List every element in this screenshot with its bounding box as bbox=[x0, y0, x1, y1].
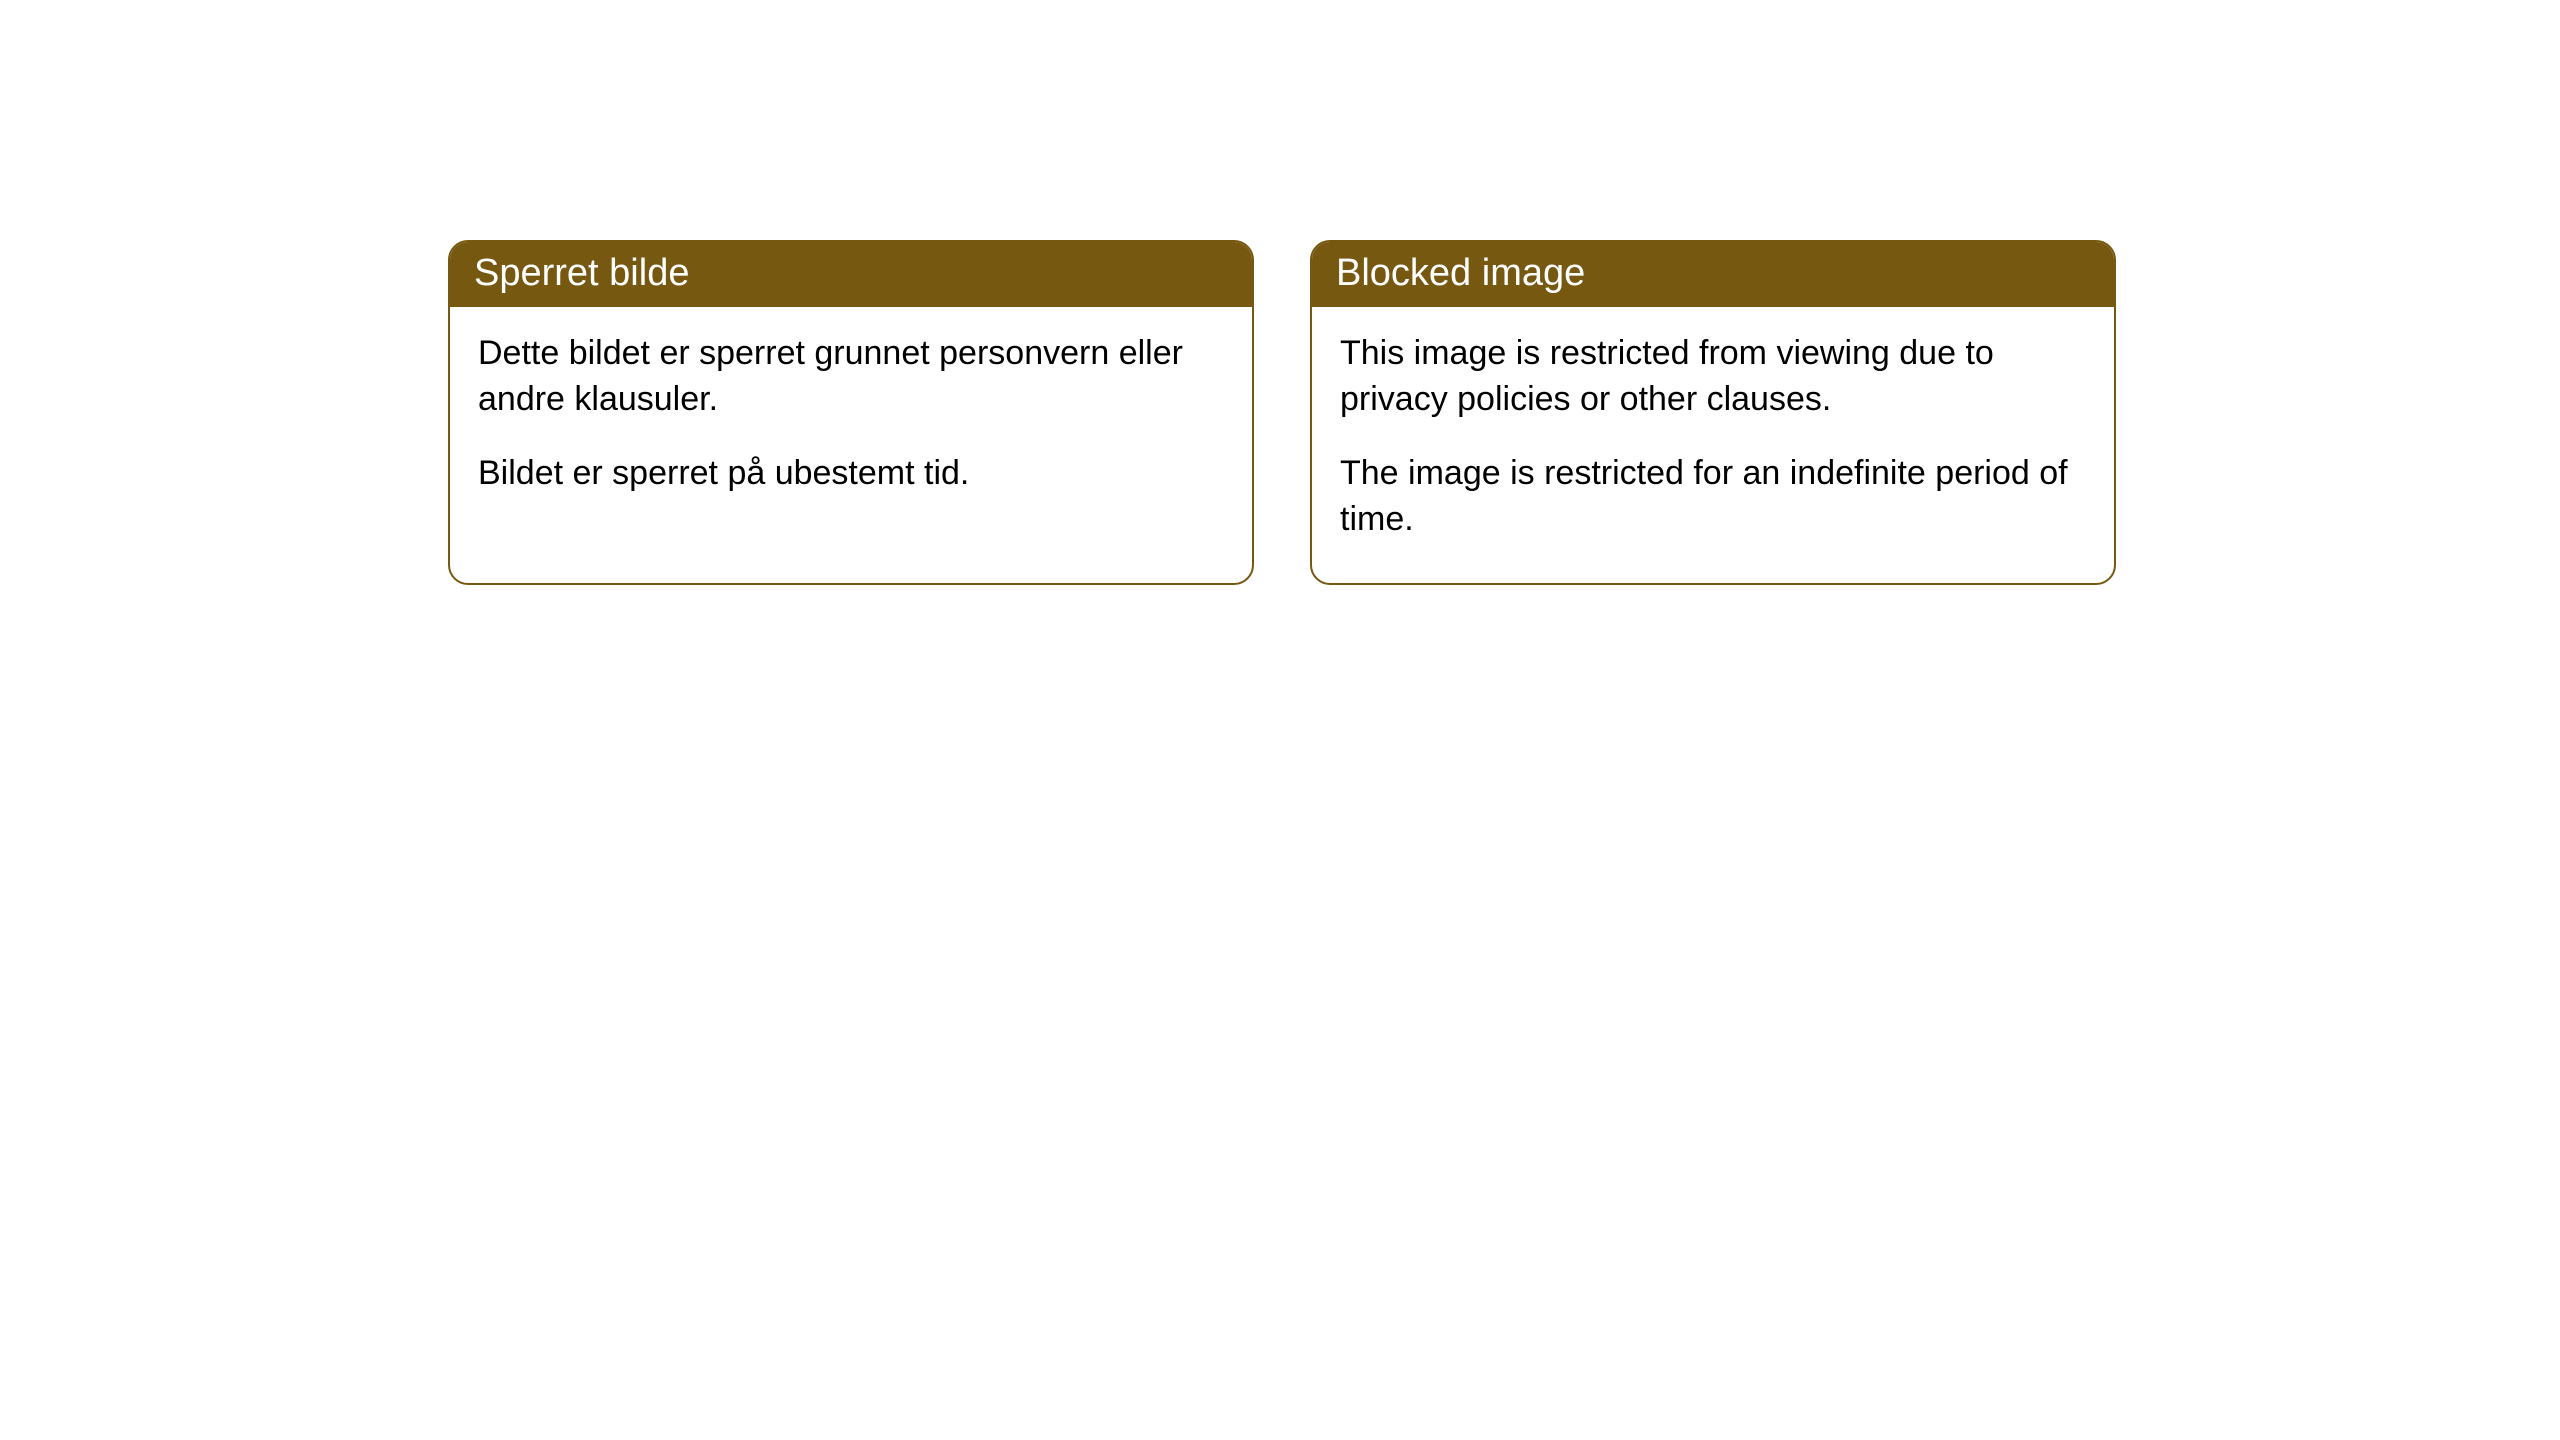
card-body-en: This image is restricted from viewing du… bbox=[1312, 307, 2114, 583]
blocked-image-card-en: Blocked image This image is restricted f… bbox=[1310, 240, 2116, 585]
card-header-no: Sperret bilde bbox=[450, 242, 1252, 307]
card-header-en: Blocked image bbox=[1312, 242, 2114, 307]
cards-container: Sperret bilde Dette bildet er sperret gr… bbox=[448, 240, 2116, 585]
card-paragraph-2-en: The image is restricted for an indefinit… bbox=[1340, 451, 2086, 543]
card-paragraph-1-en: This image is restricted from viewing du… bbox=[1340, 331, 2086, 423]
blocked-image-card-no: Sperret bilde Dette bildet er sperret gr… bbox=[448, 240, 1254, 585]
card-body-no: Dette bildet er sperret grunnet personve… bbox=[450, 307, 1252, 537]
card-paragraph-1-no: Dette bildet er sperret grunnet personve… bbox=[478, 331, 1224, 423]
card-paragraph-2-no: Bildet er sperret på ubestemt tid. bbox=[478, 451, 1224, 497]
